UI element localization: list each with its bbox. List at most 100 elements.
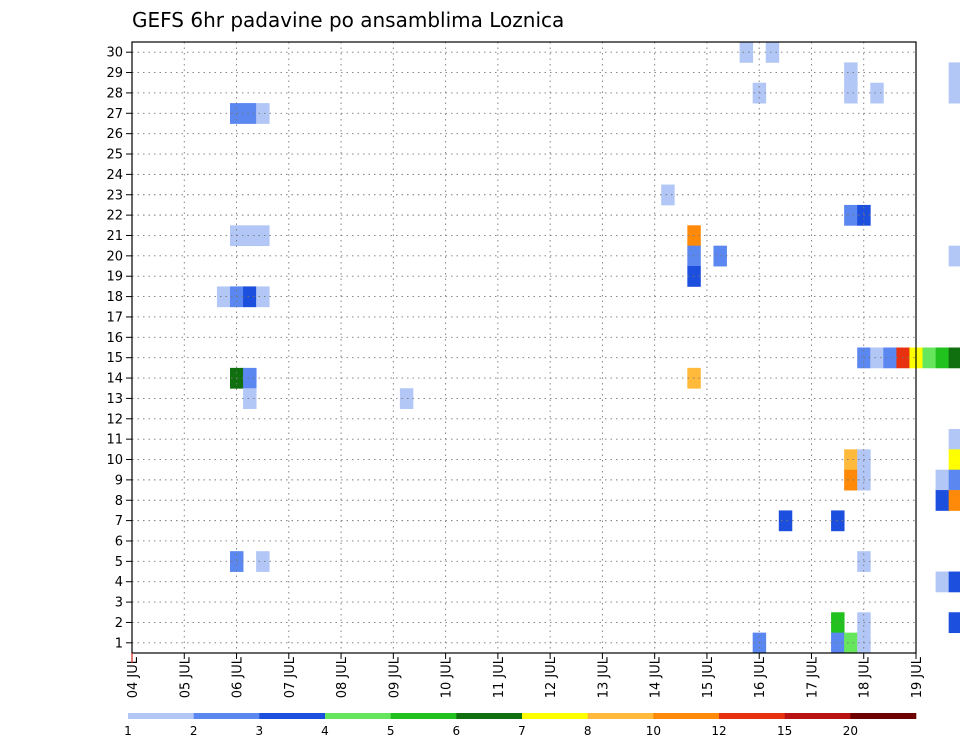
heatmap-cell [948,490,960,511]
y-tick-label: 25 [106,148,123,163]
colorbar-segment [653,713,720,719]
heatmap-cell [948,245,960,267]
y-tick-label: 17 [106,310,123,325]
y-tick-label: 3 [115,596,123,611]
colorbar-label: 3 [256,724,264,738]
x-tick-label: 07 JUL [283,656,298,698]
heatmap-cell [935,571,950,593]
heatmap-cell [935,490,950,511]
heatmap-cell [844,632,858,654]
heatmap-cell [256,286,270,308]
colorbar-label: 4 [321,724,329,738]
heatmap-cell [243,103,257,124]
colorbar-label: 7 [518,724,526,738]
y-tick-label: 10 [106,453,123,468]
heatmap-cell [243,388,257,409]
heatmap-cell [831,632,845,654]
heatmap-cell [739,42,754,63]
heatmap-cell [844,204,858,226]
y-tick-label: 14 [106,372,123,387]
y-tick-label: 21 [106,229,123,244]
colorbar-label: 10 [646,724,661,738]
colorbar-label: 6 [453,724,461,738]
colorbar-label: 1 [124,724,132,738]
heatmap-cell [948,571,960,593]
heatmap-cells [216,42,960,654]
heatmap-cell [948,347,960,369]
heatmap-cell [870,82,884,104]
heatmap-cell [935,347,950,369]
x-tick-label: 16 JUL [753,656,768,698]
colorbar-label: 2 [190,724,198,738]
heatmap-cell [922,347,936,369]
heatmap-cell [844,469,858,491]
chart-title: GEFS 6hr padavine po ansamblima Loznica [132,8,564,32]
colorbar-segment [325,713,391,719]
colorbar-segment [719,713,785,719]
colorbar-label: 5 [387,724,395,738]
y-tick-label: 4 [115,575,123,590]
heatmap-cell [948,449,960,471]
heatmap-cell [948,469,960,491]
colorbar-segment [850,713,917,719]
x-tick-label: 14 JUL [649,656,664,698]
y-tick-label: 7 [115,514,123,529]
heatmap-cell [256,103,270,124]
y-tick-label: 27 [106,107,123,122]
y-tick-label: 12 [106,412,123,427]
heatmap-cell [948,428,960,450]
x-tick-label: 13 JUL [596,656,611,698]
y-tick-label: 5 [115,555,123,570]
heatmap-cell [243,367,257,389]
heatmap-cell [883,347,897,369]
y-tick-label: 20 [106,249,123,264]
colorbar-segment [587,713,654,719]
heatmap-cell [765,42,780,63]
y-tick-label: 26 [106,127,123,142]
x-tick-label: 19 JUL [910,656,925,698]
heatmap-cell [948,82,960,104]
heatmap-cell [948,62,960,84]
colorbar-label: 15 [777,724,792,738]
x-tick-label: 11 JUL [492,656,507,698]
heatmap-cell [831,510,845,532]
heatmap-cell [831,612,845,634]
x-tick-label: 15 JUL [701,656,716,698]
x-tick-label: 10 JUL [440,656,455,698]
heatmap-cell [256,225,270,247]
x-tick-label: 18 JUL [858,656,873,698]
x-tick-label: 06 JUL [231,656,246,698]
y-tick-label: 9 [115,473,123,488]
x-axis: 04 JUL 05 JUL 06 JUL 07 JUL 08 JUL 09 JUL 10 J… [126,653,925,698]
heatmap-cell [216,286,231,308]
colorbar-legend: 1 2 3 4 5 6 7 8 10 12 15 20 [124,713,917,738]
heatmap-cell [844,82,858,104]
heatmap-cell [844,62,858,84]
colorbar-segment [193,713,260,719]
y-tick-label: 30 [106,46,123,61]
colorbar-segment [128,713,194,719]
y-tick-label: 22 [106,209,123,224]
y-tick-label: 28 [106,86,123,101]
x-tick-label: 08 JUL [335,656,350,698]
heatmap-cell [870,347,884,369]
heatmap-cell [844,449,858,471]
heatmap-cell [713,245,727,267]
y-tick-label: 16 [106,331,123,346]
heatmap-cell [778,510,793,532]
colorbar-label: 8 [584,724,592,738]
heatmap-cell [243,225,257,247]
gridlines [132,42,916,653]
y-tick-label: 18 [106,290,123,305]
y-tick-label: 2 [115,616,123,631]
y-tick-label: 23 [106,188,123,203]
y-tick-label: 6 [115,534,123,549]
y-tick-label: 1 [115,636,123,651]
colorbar-segment [456,713,523,719]
y-tick-label: 29 [106,66,123,81]
colorbar-segment [259,713,326,719]
colorbar-segment [522,713,588,719]
heatmap-cell [243,286,257,308]
y-axis: 1234567891011121314151617181920212223242… [106,46,132,651]
